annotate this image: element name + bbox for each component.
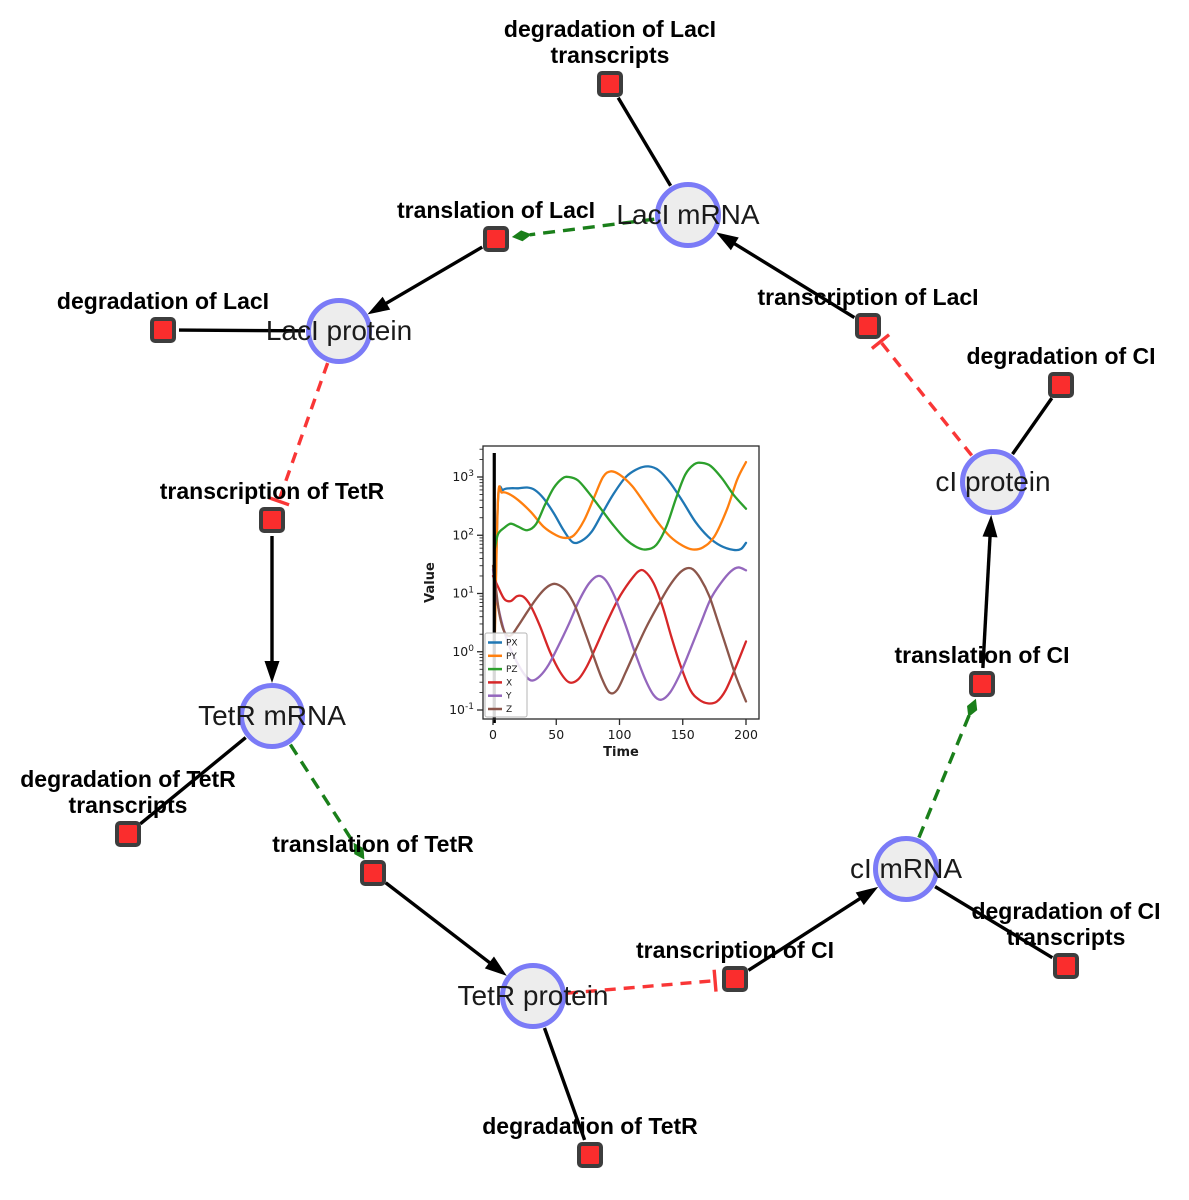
x-tick-label: 100 <box>608 727 632 742</box>
reaction-label-transc-tetr: transcription of TetR <box>159 478 385 504</box>
species-label-laci-mrna: LacI mRNA <box>616 199 760 230</box>
species-label-ci-protein: cI protein <box>935 466 1051 497</box>
series-Z <box>491 564 748 703</box>
species-node-laci-mrna[interactable] <box>655 182 721 248</box>
reaction-node-transc-ci[interactable] <box>722 966 748 992</box>
arrowhead <box>264 661 280 683</box>
reaction-node-deg-laci[interactable] <box>150 317 176 343</box>
plot-frame <box>482 445 760 720</box>
legend-row-X: X <box>488 678 512 688</box>
reaction-label-deg-ci-tr: degradation of CI transcripts <box>971 898 1161 950</box>
species-label-tetr-protein: TetR protein <box>457 980 609 1011</box>
legend-label-PX: PX <box>506 639 518 649</box>
axes-ticks: 10-1 100 101 102 103 0 50 100 150 200 <box>449 448 758 742</box>
legend-label-Y: Y <box>505 692 512 702</box>
legend-label-Z: Z <box>506 705 512 715</box>
species-node-tetr-protein[interactable] <box>500 963 566 1029</box>
series-PY <box>493 460 748 636</box>
arrowhead <box>982 514 998 538</box>
x-tick-label: 0 <box>489 727 497 742</box>
reaction-label-deg-ci: degradation of CI <box>966 343 1156 369</box>
reaction-label-transl-laci: translation of LacI <box>396 197 596 223</box>
reaction-label-transl-ci: translation of CI <box>894 642 1070 668</box>
reaction-label-deg-tetr: degradation of TetR <box>482 1113 698 1139</box>
legend-row-PX: PX <box>488 639 518 649</box>
edge-transl-laci-laci-protein <box>367 245 484 315</box>
arrowhead <box>716 232 739 251</box>
arrowhead <box>367 296 391 315</box>
species-node-tetr-mrna[interactable] <box>239 683 305 749</box>
chart-legend: PX PY PZ XYZ <box>484 632 528 718</box>
reaction-label-deg-tetr-tr: degradation of TetR transcripts <box>20 766 236 818</box>
reaction-label-deg-laci-tr: degradation of LacI transcripts <box>503 16 717 68</box>
legend-row-Z: Z <box>488 705 512 715</box>
reaction-node-transc-tetr[interactable] <box>259 507 285 533</box>
species-node-ci-protein[interactable] <box>960 449 1026 515</box>
y-tick-label: 100 <box>452 644 474 659</box>
reaction-label-deg-laci: degradation of LacI <box>56 288 270 314</box>
edge-transl-tetr-tetr-protein <box>384 881 507 976</box>
y-tick-label: 101 <box>452 586 474 601</box>
series-Y <box>491 566 748 701</box>
edge-ci-mrna-transl-ci <box>917 698 978 839</box>
species-label-ci-mrna: cI mRNA <box>850 853 962 884</box>
reaction-label-transl-tetr: translation of TetR <box>272 831 474 857</box>
edge-ci-protein-transc-laci <box>870 333 974 457</box>
arrowhead <box>855 886 879 906</box>
y-tick-label: 103 <box>452 469 474 484</box>
arrowhead <box>484 956 507 976</box>
modifier-arrowhead <box>511 230 532 242</box>
y-axis-title: Value <box>423 562 438 603</box>
reaction-node-transc-laci[interactable] <box>855 313 881 339</box>
series-PZ <box>493 461 748 551</box>
x-tick-label: 150 <box>671 727 695 742</box>
edge-laci-mrna-deg-laci-tr <box>616 96 673 187</box>
reaction-node-transl-ci[interactable] <box>969 671 995 697</box>
reaction-node-deg-ci[interactable] <box>1048 372 1074 398</box>
reaction-label-transc-laci: transcription of LacI <box>757 284 979 310</box>
inhibition-bar <box>712 969 718 992</box>
legend-row-Y: Y <box>488 692 512 702</box>
x-tick-label: 50 <box>548 727 564 742</box>
legend-label-PZ: PZ <box>506 665 518 675</box>
x-axis-title: Time <box>603 745 639 760</box>
y-tick-label: 102 <box>452 527 474 542</box>
modifier-arrowhead <box>967 698 978 718</box>
reaction-label-transc-ci: transcription of CI <box>635 937 835 963</box>
y-tick-label: 10-1 <box>449 702 474 717</box>
reaction-node-deg-tetr[interactable] <box>577 1142 603 1168</box>
legend-label-PY: PY <box>506 652 517 662</box>
reaction-node-deg-ci-tr[interactable] <box>1053 953 1079 979</box>
legend-row-PY: PY <box>488 652 517 662</box>
species-node-laci-protein[interactable] <box>306 298 372 364</box>
species-label-tetr-mrna: TetR mRNA <box>198 700 346 731</box>
legend-label-X: X <box>506 678 512 688</box>
reaction-node-transl-laci[interactable] <box>483 226 509 252</box>
reaction-node-deg-tetr-tr[interactable] <box>115 821 141 847</box>
series-PX <box>493 465 748 626</box>
reaction-node-deg-laci-tr[interactable] <box>597 71 623 97</box>
legend-row-PZ: PZ <box>488 665 518 675</box>
species-node-ci-mrna[interactable] <box>873 836 939 902</box>
edge-transc-tetr-tetr-mrna <box>264 536 280 683</box>
reaction-node-transl-tetr[interactable] <box>360 860 386 886</box>
series-X <box>491 568 748 705</box>
species-label-laci-protein: LacI protein <box>265 315 413 346</box>
x-tick-label: 200 <box>734 727 758 742</box>
chart-series-group <box>491 460 748 705</box>
edge-ci-protein-deg-ci <box>1011 397 1054 456</box>
